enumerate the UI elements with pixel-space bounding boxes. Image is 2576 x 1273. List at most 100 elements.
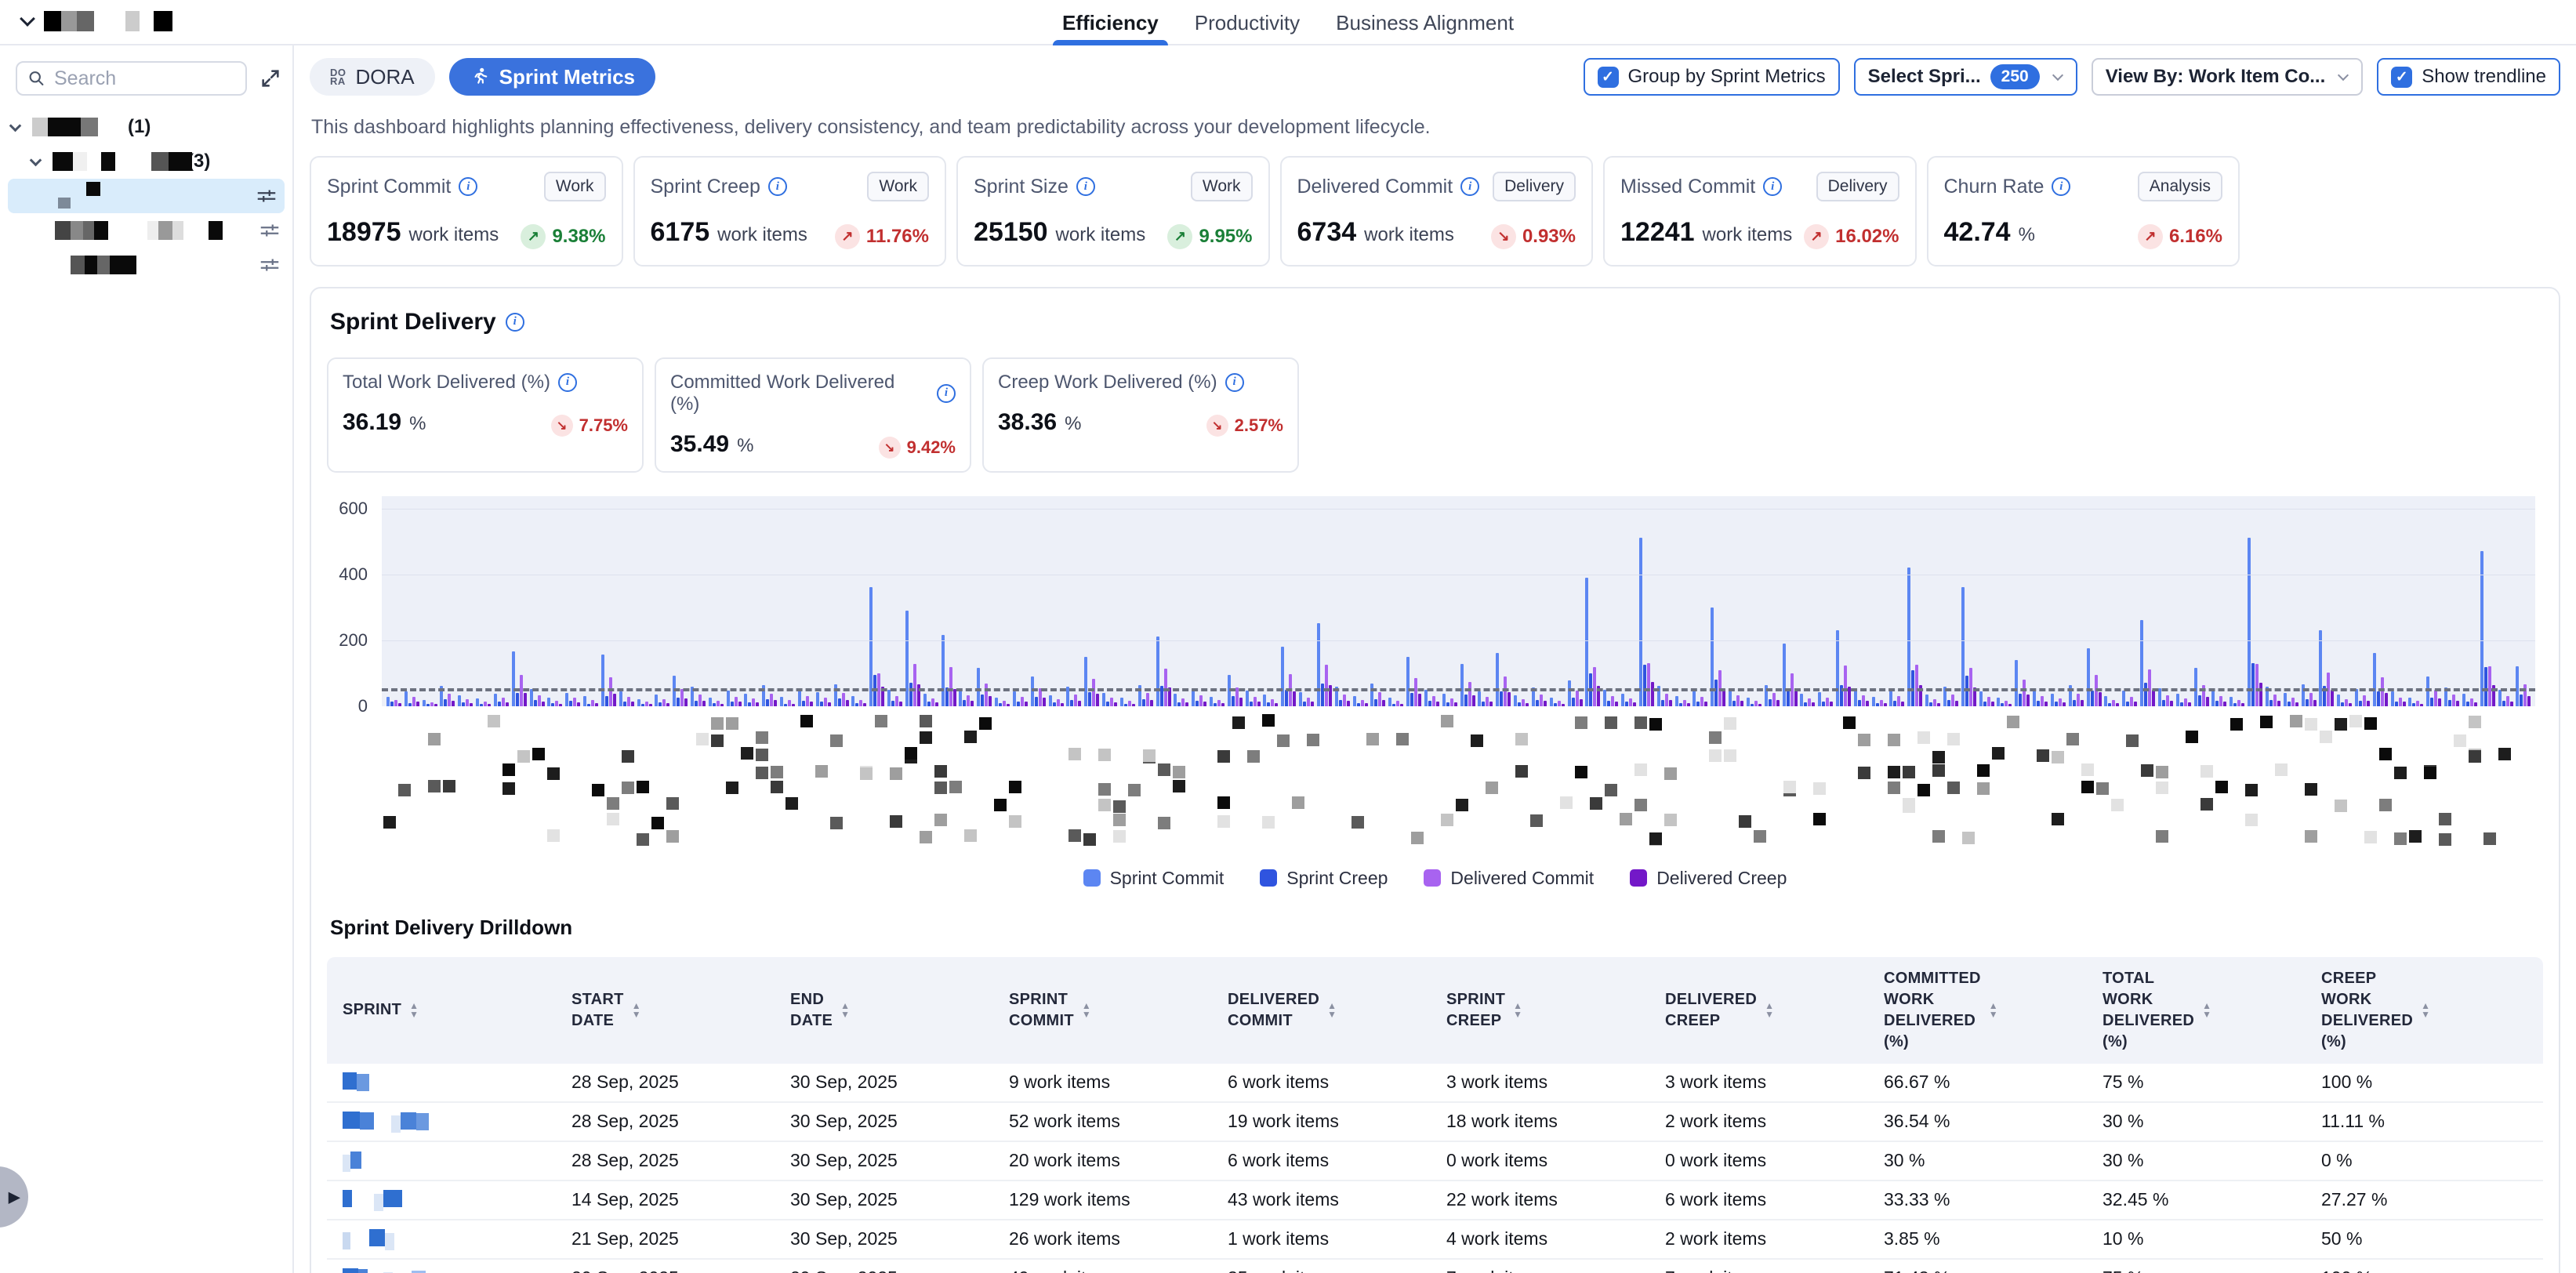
search-box[interactable] [16, 61, 247, 96]
info-icon[interactable] [767, 177, 787, 196]
filter-sliders-icon[interactable] [258, 253, 281, 277]
card-unit: work items [1702, 224, 1793, 245]
expand-panel-icon[interactable] [259, 67, 281, 89]
chevron-down-icon[interactable] [9, 119, 22, 132]
table-cell: 11.11 % [2321, 1111, 2385, 1131]
sort-icon[interactable]: ▲ ▼ [631, 999, 641, 1020]
sort-icon[interactable]: ▲ ▼ [2421, 999, 2431, 1020]
sort-icon[interactable]: ▲ ▼ [1327, 999, 1337, 1020]
card-title: Delivered Commit [1297, 175, 1453, 198]
tree-leaf-item[interactable] [0, 248, 292, 282]
table-cell: 0 work items [1665, 1150, 1767, 1170]
sprint-name-redacted[interactable] [327, 1187, 556, 1213]
sort-icon[interactable]: ▲ ▼ [2202, 999, 2212, 1020]
table-cell: 28 Sep, 2025 [571, 1072, 679, 1092]
sort-icon[interactable]: ▲ ▼ [1081, 999, 1091, 1020]
column-header-delivered[interactable]: DELIVERED CREEP ▲ ▼ [1665, 990, 1775, 1029]
subcard-committed-work-delivered: Committed Work Delivered (%) 35.49 % ↘ 9… [655, 357, 971, 473]
column-header-total[interactable]: TOTAL WORK DELIVERED (%) ▲ ▼ [2103, 969, 2212, 1050]
subcard-total-work-delivered: Total Work Delivered (%) 36.19 % ↘ 7.75% [327, 357, 644, 473]
column-header-sprint[interactable]: SPRINT COMMIT ▲ ▼ [1009, 990, 1091, 1029]
sort-icon[interactable]: ▲ ▼ [409, 999, 419, 1020]
tree-root-item[interactable]: (1) [0, 110, 292, 144]
bar-group [1494, 653, 1512, 706]
sprint-name-redacted[interactable] [327, 1069, 556, 1096]
select-sprints-dropdown[interactable]: Select Spri... 250 [1853, 58, 2077, 96]
show-trendline-checkbox[interactable]: Show trendline [2377, 58, 2560, 96]
filter-sliders-icon[interactable] [258, 219, 281, 242]
column-header-end[interactable]: END DATE ▲ ▼ [790, 990, 851, 1029]
sprint-name-redacted[interactable] [327, 1265, 556, 1273]
info-icon[interactable] [2052, 177, 2071, 196]
category-badge: Delivery [1816, 172, 1899, 201]
view-by-dropdown[interactable]: View By: Work Item Co... [2091, 58, 2364, 96]
bar-group [1745, 698, 1763, 706]
bar-group [1512, 695, 1530, 706]
info-icon[interactable] [1460, 177, 1480, 196]
tree-group-item[interactable]: (3) [0, 144, 292, 179]
sort-icon[interactable]: ▲ ▼ [1988, 999, 1998, 1020]
info-icon[interactable] [459, 177, 478, 196]
info-icon[interactable] [505, 312, 524, 332]
checkbox-checked-icon[interactable] [1597, 66, 1619, 88]
column-header-sprint[interactable]: SPRINT CREEP ▲ ▼ [1446, 990, 1523, 1029]
column-header-sprint[interactable]: SPRINT ▲ ▼ [343, 999, 419, 1020]
project-tree: (1) (3) [0, 110, 292, 282]
sprint-metrics-view-button[interactable]: Sprint Metrics [448, 58, 655, 96]
group-by-sprint-metrics-checkbox[interactable]: Group by Sprint Metrics [1583, 58, 1840, 96]
table-cell: 30 Sep, 2025 [790, 1111, 898, 1131]
workspace-chevron-down-icon[interactable] [20, 11, 35, 27]
legend-delivered-creep[interactable]: Delivered Creep [1630, 868, 1787, 889]
table-cell: 30 % [2103, 1111, 2144, 1131]
table-row: 21 Sep, 2025 30 Sep, 2025 26 work items 1 w… [327, 1220, 2543, 1260]
tree-leaf-item[interactable] [0, 213, 292, 248]
filter-sliders-icon[interactable] [255, 184, 278, 208]
y-axis-label: 600 [339, 498, 368, 518]
info-icon[interactable] [557, 372, 577, 392]
column-header-start[interactable]: START DATE ▲ ▼ [571, 990, 641, 1029]
y-axis-label: 0 [357, 695, 368, 716]
trend-arrow-icon: ↘ [1206, 414, 1228, 437]
bar-group [1763, 684, 1781, 706]
tree-leaf-label-redacted [55, 180, 149, 212]
table-cell: 3.85 % [1884, 1228, 1940, 1249]
chevron-down-icon[interactable] [29, 154, 42, 166]
bar-group [1924, 695, 1942, 706]
info-icon[interactable] [937, 383, 956, 403]
sort-icon[interactable]: ▲ ▼ [840, 999, 851, 1020]
bar-group [636, 699, 654, 706]
legend-sprint-commit[interactable]: Sprint Commit [1083, 868, 1224, 889]
table-cell: 100 % [2321, 1072, 2373, 1092]
sort-icon[interactable]: ▲ ▼ [1513, 999, 1523, 1020]
search-icon [29, 71, 44, 85]
sprint-name-redacted[interactable] [327, 1148, 556, 1174]
sort-icon[interactable]: ▲ ▼ [1765, 999, 1775, 1020]
column-header-creep[interactable]: CREEP WORK DELIVERED (%) ▲ ▼ [2321, 969, 2431, 1050]
tab-productivity[interactable]: Productivity [1194, 10, 1301, 34]
select-sprints-label: Select Spri... [1867, 66, 1981, 87]
workspace-name-redacted[interactable] [44, 11, 185, 31]
info-icon[interactable] [1076, 177, 1095, 196]
dora-view-button[interactable]: DO RA DORA [310, 58, 435, 96]
info-icon[interactable] [1225, 372, 1244, 392]
legend-sprint-creep[interactable]: Sprint Creep [1260, 868, 1388, 889]
top-header: Efficiency Productivity Business Alignme… [0, 0, 2576, 45]
sprint-name-redacted[interactable] [327, 1108, 556, 1135]
bar-group [922, 693, 940, 706]
tab-efficiency[interactable]: Efficiency [1052, 0, 1168, 45]
checkbox-checked-icon[interactable] [2391, 66, 2413, 88]
table-cell: 75 % [2103, 1072, 2144, 1092]
bar-group [2371, 653, 2389, 706]
column-header-committed[interactable]: COMMITTED WORK DELIVERED (%) ▲ ▼ [1884, 969, 1998, 1050]
column-header-delivered[interactable]: DELIVERED COMMIT ▲ ▼ [1228, 990, 1337, 1029]
table-cell: 6 work items [1665, 1189, 1767, 1210]
search-input[interactable] [53, 67, 234, 90]
drilldown-title: Sprint Delivery Drilldown [330, 915, 573, 939]
tree-leaf-item-selected[interactable] [8, 179, 285, 213]
sprint-name-redacted[interactable] [327, 1226, 556, 1253]
info-icon[interactable] [1763, 177, 1783, 196]
tab-business-alignment[interactable]: Business Alignment [1336, 10, 1515, 34]
bar-group [1351, 695, 1370, 706]
bar-group [975, 668, 993, 706]
legend-delivered-commit[interactable]: Delivered Commit [1424, 868, 1594, 889]
